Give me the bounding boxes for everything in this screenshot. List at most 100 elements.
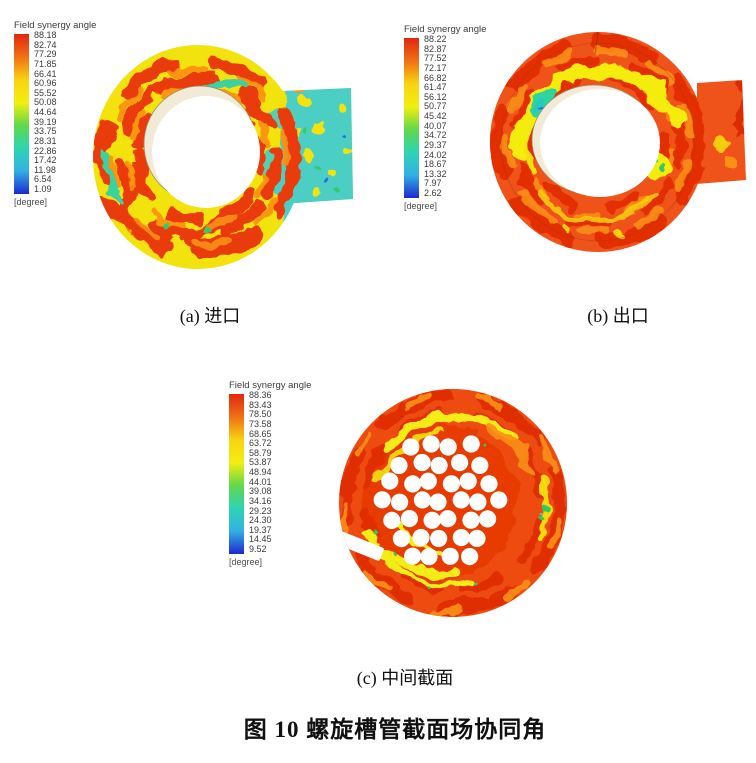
legend-tick: 44.64 <box>34 107 57 117</box>
tube-hole <box>413 491 431 509</box>
tube-hole <box>402 438 420 456</box>
tube-hole <box>439 510 457 528</box>
legend-inlet-title: Field synergy angle <box>14 20 97 31</box>
tube-hole <box>451 454 469 472</box>
legend-tick: 63.72 <box>249 438 272 449</box>
caption-outlet: (b) 出口 <box>587 306 649 326</box>
outlet-wall-outline <box>500 42 696 242</box>
legend-tick: 60.96 <box>34 78 57 89</box>
legend-tick: 78.50 <box>249 409 272 420</box>
midsection-colorbar <box>229 394 244 554</box>
legend-tick: 11.98 <box>34 164 56 175</box>
outlet-mesh-seam <box>594 32 599 55</box>
legend-tick: 40.07 <box>424 120 447 131</box>
tube-hole <box>442 475 460 493</box>
figure-caption: 图 10 螺旋槽管截面场协同角 <box>243 717 547 742</box>
legend-tick: 53.87 <box>249 457 272 468</box>
legend-tick: 66.82 <box>424 72 447 83</box>
legend-midsection-body: 88.36 83.43 78.50 73.58 68.65 63.72 58.79 53.87… <box>229 391 311 554</box>
legend-inlet-unit: [degree] <box>14 197 48 207</box>
tube-hole <box>461 548 479 566</box>
legend-tick: 24.30 <box>249 515 272 526</box>
tube-hole <box>452 491 470 509</box>
outlet-flow-domain <box>490 32 746 252</box>
tube-hole <box>400 510 418 528</box>
tube-hole <box>420 548 438 566</box>
midsection-flow-domain <box>339 389 567 617</box>
tube-hole <box>459 472 477 490</box>
legend-tick: 34.16 <box>249 495 272 506</box>
legend-tick: 66.41 <box>34 68 57 79</box>
legend-tick: 72.17 <box>424 62 447 73</box>
tube-hole <box>441 547 459 565</box>
legend-tick: 13.32 <box>424 168 447 179</box>
groove-slot <box>339 531 384 561</box>
tube-hole <box>462 511 480 529</box>
tube-hole <box>422 435 440 453</box>
legend-tick: 55.52 <box>34 87 57 98</box>
legend-tick: 61.47 <box>424 82 447 93</box>
legend-outlet-body: 88.22 82.87 77.52 72.17 66.82 61.47 56.12 50.77… <box>404 35 486 198</box>
midsection-colorbar-ticks: 88.36 83.43 78.50 73.58 68.65 63.72 58.79 53.87… <box>249 391 272 554</box>
tube-hole <box>381 472 399 490</box>
legend-outlet-title: Field synergy angle <box>404 24 487 35</box>
legend-tick: 29.37 <box>424 139 447 150</box>
tube-hole <box>412 528 430 547</box>
legend-inlet: Field synergy angle 88.18 82.74 77.29 71.85… <box>14 20 96 207</box>
legend-tick: 58.79 <box>249 447 272 458</box>
legend-tick: 22.86 <box>34 145 57 156</box>
legend-tick: 28.31 <box>34 135 57 146</box>
legend-tick: 73.58 <box>249 418 272 429</box>
legend-tick: 44.01 <box>249 476 272 487</box>
contour-plot-inlet <box>93 45 353 269</box>
legend-tick: 2.62 <box>424 188 442 198</box>
legend-outlet: Field synergy angle 88.22 82.87 77.52 72.17… <box>404 24 486 211</box>
legend-midsection-title: Field synergy angle <box>229 380 312 391</box>
tube-hole <box>383 511 401 529</box>
tube-hole <box>430 456 448 475</box>
contour-plot-midsection <box>339 389 567 617</box>
legend-tick: 82.74 <box>34 39 57 50</box>
legend-tick: 45.42 <box>424 111 447 121</box>
tube-hole <box>452 529 470 547</box>
legend-tick: 83.43 <box>249 399 272 410</box>
tube-hole <box>479 510 497 528</box>
contour-plot-outlet <box>490 32 746 252</box>
tube-hole <box>390 456 408 475</box>
caption-inlet: (a) 进口 <box>179 306 241 326</box>
legend-tick: 48.94 <box>249 467 272 477</box>
legend-midsection: Field synergy angle 88.36 83.43 78.50 73.58… <box>229 380 311 567</box>
legend-tick: 6.54 <box>34 174 52 185</box>
tube-hole <box>391 493 409 511</box>
legend-tick: 50.77 <box>424 101 447 112</box>
outlet-colorbar-ticks: 88.22 82.87 77.52 72.17 66.82 61.47 56.12 50.77… <box>424 35 447 198</box>
inlet-colorbar-ticks: 88.18 82.74 77.29 71.85 66.41 60.96 55.52 50.08… <box>34 31 57 194</box>
tube-hole <box>480 475 498 493</box>
legend-tick: 68.65 <box>249 428 272 439</box>
legend-tick: 88.22 <box>424 34 447 44</box>
legend-tick: 88.18 <box>34 30 57 40</box>
tube-hole <box>373 491 391 509</box>
tube-hole <box>404 475 422 493</box>
legend-tick: 24.02 <box>424 149 447 160</box>
tube-hole <box>404 547 422 565</box>
tube-hole <box>490 491 508 509</box>
legend-tick: 39.08 <box>249 486 272 497</box>
legend-tick: 82.87 <box>424 43 447 54</box>
tube-hole <box>430 529 448 548</box>
legend-tick: 56.12 <box>424 91 447 102</box>
tube-hole <box>413 453 431 472</box>
outlet-colorbar <box>404 38 419 198</box>
legend-tick: 77.52 <box>424 53 447 64</box>
legend-tick: 19.37 <box>249 524 272 535</box>
legend-outlet-unit: [degree] <box>404 201 438 211</box>
legend-inlet-body: 88.18 82.74 77.29 71.85 66.41 60.96 55.52 50.08… <box>14 31 96 194</box>
legend-tick: 50.08 <box>34 97 57 108</box>
legend-tick: 18.67 <box>424 159 447 170</box>
tube-hole <box>468 529 486 547</box>
legend-tick: 34.72 <box>424 130 447 141</box>
caption-midsection: (c) 中间截面 <box>356 668 454 688</box>
tube-hole <box>392 530 410 548</box>
tube-hole <box>462 435 480 453</box>
